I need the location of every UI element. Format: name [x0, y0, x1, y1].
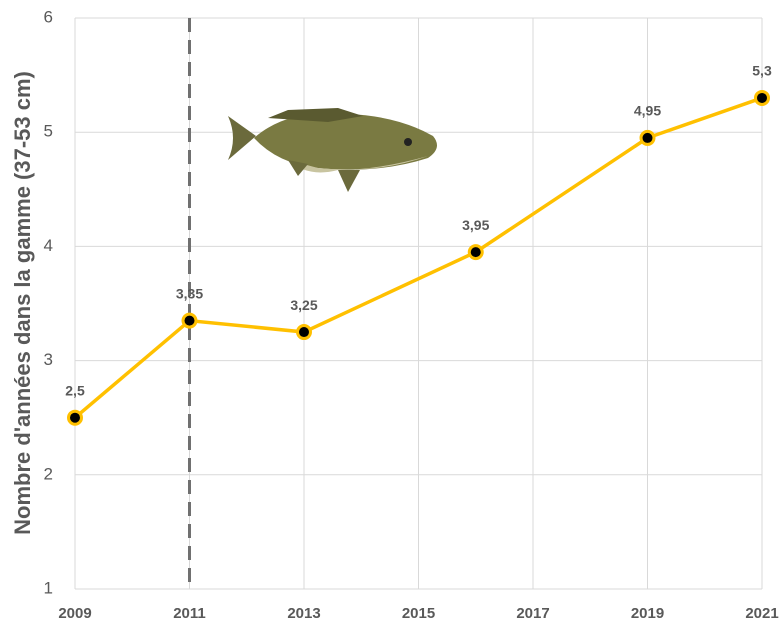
x-tick-label: 2011	[173, 605, 206, 622]
data-label: 3,95	[462, 217, 489, 233]
data-label: 5,3	[752, 63, 772, 79]
data-label: 4,95	[634, 103, 661, 119]
line	[73, 96, 763, 420]
x-tick-label: 2019	[631, 605, 664, 622]
y-tick-label: 4	[44, 236, 53, 255]
y-axis-label: Nombre d'années dans la gamme (37-53 cm)	[10, 71, 35, 535]
x-tick-label: 2015	[402, 605, 435, 622]
x-tick-label: 2021	[745, 605, 778, 622]
marker	[639, 129, 656, 146]
x-tick-label: 2009	[58, 605, 91, 622]
marker	[754, 89, 770, 106]
fish-illustration	[228, 108, 437, 192]
data-label: 2,5	[65, 382, 85, 398]
data-label: 3,35	[176, 285, 203, 301]
marker	[296, 324, 312, 341]
y-tick-label: 2	[44, 464, 53, 483]
x-tick-label: 2013	[287, 605, 320, 622]
y-tick-label: 3	[44, 350, 53, 369]
y-tick-label: 6	[44, 7, 53, 26]
marker	[181, 312, 198, 329]
data-label: 3,25	[290, 297, 317, 313]
y-tick-label: 5	[44, 122, 53, 141]
y-tick-label: 1	[44, 578, 53, 597]
x-tick-label: 2017	[516, 605, 549, 622]
marker	[467, 244, 484, 261]
marker	[67, 409, 83, 426]
